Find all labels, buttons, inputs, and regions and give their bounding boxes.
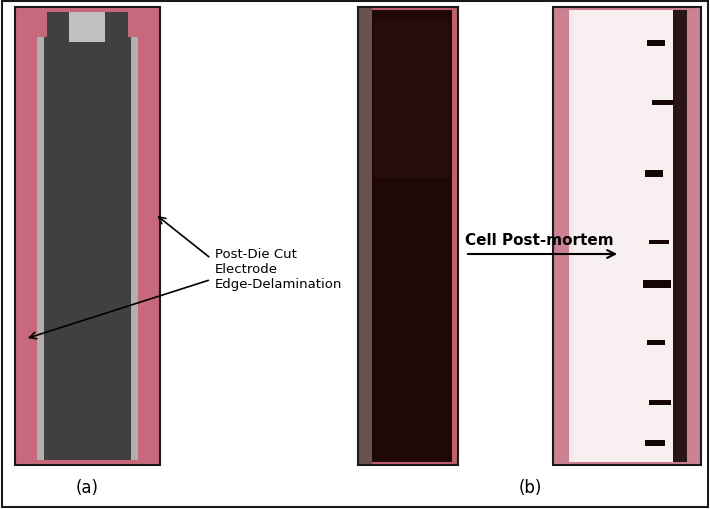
Bar (358, 8, 372, 465)
Bar (553, 8, 701, 465)
Bar (673, 11, 687, 462)
Bar (649, 241, 669, 244)
Bar (652, 101, 674, 106)
Bar (643, 280, 671, 289)
Text: Electrode: Electrode (215, 263, 278, 276)
Text: Post-Die Cut: Post-Die Cut (215, 248, 297, 261)
Bar (15, 8, 160, 465)
Bar (358, 8, 458, 465)
Bar (44, 13, 131, 460)
Bar (645, 440, 665, 446)
Text: (a): (a) (75, 478, 99, 496)
Bar (358, 8, 458, 465)
Bar (15, 8, 160, 465)
Bar (553, 8, 701, 465)
Bar (645, 171, 663, 178)
Bar (647, 341, 665, 345)
Bar (647, 41, 665, 47)
Text: (b): (b) (518, 478, 542, 496)
Text: Cell Post-mortem: Cell Post-mortem (465, 233, 613, 247)
Bar (372, 11, 452, 462)
Bar (569, 11, 687, 462)
Text: Edge-Delamination: Edge-Delamination (215, 278, 342, 291)
Bar (37, 13, 47, 38)
Bar (69, 13, 105, 43)
Bar (128, 13, 138, 38)
Bar (131, 13, 138, 460)
Bar (574, 11, 682, 462)
Bar (37, 13, 138, 460)
Bar (375, 21, 449, 179)
Bar (649, 400, 671, 405)
Bar (37, 13, 44, 460)
